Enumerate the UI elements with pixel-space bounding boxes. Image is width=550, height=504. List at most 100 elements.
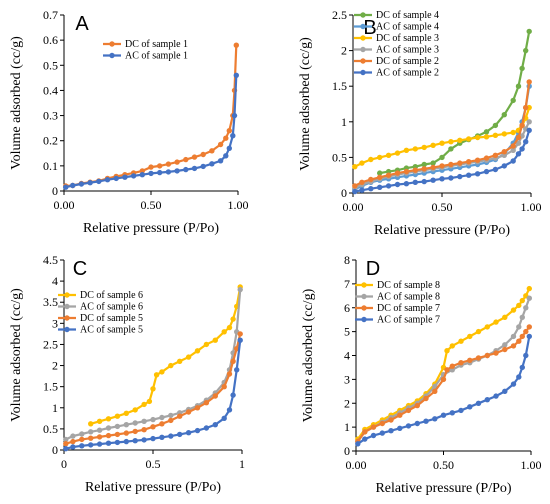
data-point xyxy=(362,436,368,442)
data-point xyxy=(96,441,103,447)
data-point xyxy=(405,407,412,414)
data-point xyxy=(523,352,529,359)
data-point xyxy=(209,161,215,167)
data-point xyxy=(165,169,172,175)
data-point xyxy=(88,442,94,448)
data-point xyxy=(510,343,517,349)
data-point xyxy=(87,180,93,186)
data-point xyxy=(223,135,229,141)
y-tick-label: 0.5 xyxy=(43,422,58,436)
data-point xyxy=(475,355,482,361)
data-point xyxy=(421,166,427,172)
data-point xyxy=(200,151,206,158)
data-point xyxy=(141,418,147,424)
data-point xyxy=(379,420,385,427)
data-point xyxy=(403,168,410,175)
data-point xyxy=(132,407,138,413)
data-point xyxy=(516,374,522,380)
legend-marker xyxy=(109,52,115,59)
data-point xyxy=(526,333,532,340)
y-tick-label: 0.5 xyxy=(43,58,58,72)
data-point xyxy=(113,175,119,182)
data-point xyxy=(421,161,427,168)
y-axis-label: Volume adsorbed (cc/g) xyxy=(9,36,24,170)
data-point xyxy=(139,172,145,178)
data-point xyxy=(493,350,499,356)
y-tick-label: 1.5 xyxy=(43,380,58,394)
data-point xyxy=(168,433,174,439)
data-point xyxy=(492,122,499,129)
y-tick-label: 2 xyxy=(344,396,350,410)
data-point xyxy=(63,446,69,452)
legend-marker xyxy=(360,69,366,76)
data-point xyxy=(70,433,76,439)
data-point xyxy=(502,346,508,353)
data-point xyxy=(448,175,454,181)
x-axis-label: Relative pressure (P/Po) xyxy=(375,481,511,496)
y-tick-label: 0 xyxy=(52,184,58,198)
data-point xyxy=(414,420,420,427)
data-point xyxy=(523,305,529,311)
data-point xyxy=(432,416,438,422)
data-point xyxy=(448,139,454,145)
data-point xyxy=(377,154,383,161)
x-tick-label: 1.00 xyxy=(521,458,542,472)
data-point xyxy=(457,173,463,180)
data-point xyxy=(148,164,154,170)
data-point xyxy=(70,182,76,189)
x-tick-label: 1.00 xyxy=(228,198,249,212)
panel-letter: C xyxy=(73,258,87,280)
data-point xyxy=(159,434,165,440)
data-point xyxy=(484,324,490,330)
data-point xyxy=(370,424,377,430)
legend-label: AC of sample 7 xyxy=(377,315,440,326)
data-point xyxy=(221,384,227,390)
data-point xyxy=(492,132,499,138)
data-point xyxy=(519,146,525,152)
data-point xyxy=(226,371,233,377)
data-point xyxy=(123,410,129,416)
data-point xyxy=(439,163,445,169)
data-point xyxy=(414,402,420,409)
y-tick-label: 4 xyxy=(52,274,58,288)
data-point xyxy=(449,343,455,349)
x-tick-label: 0.5 xyxy=(146,457,161,471)
legend-label: AC of sample 2 xyxy=(376,68,439,79)
panel-A: 0 0.1 0.2 0.3 0.4 0.5 0.6 0.7 0.00 0.50 1.00 Relati… xyxy=(9,8,249,236)
data-point xyxy=(403,181,410,187)
data-point xyxy=(233,42,239,48)
y-tick-label: 2.5 xyxy=(332,8,347,22)
y-tick-label: 0.1 xyxy=(43,159,58,173)
y-axis-label: Volume adsorbed (cc/g) xyxy=(298,37,313,171)
data-point xyxy=(394,150,401,156)
data-point xyxy=(88,435,94,441)
data-point xyxy=(493,393,499,399)
data-point xyxy=(515,151,522,157)
x-tick-label: 1 xyxy=(239,457,245,471)
data-point xyxy=(168,417,174,424)
data-point xyxy=(359,160,365,166)
data-point xyxy=(150,386,156,392)
data-point xyxy=(79,431,85,437)
data-point xyxy=(510,129,516,136)
data-point xyxy=(430,164,436,171)
data-point xyxy=(200,163,206,170)
data-point xyxy=(492,166,499,173)
data-point xyxy=(63,436,69,443)
data-point xyxy=(439,154,445,161)
data-point xyxy=(370,432,377,439)
data-point xyxy=(502,342,508,348)
y-tick-label: 0.4 xyxy=(43,83,58,97)
data-point xyxy=(449,363,455,369)
y-tick-label: 0.7 xyxy=(43,8,58,22)
data-point xyxy=(526,324,532,330)
panel-B: 0 0.5 1 1.5 2 2.5 0.00 0.50 1.00 Relative pressur… xyxy=(298,8,542,238)
data-point xyxy=(397,425,403,431)
data-point xyxy=(484,352,490,359)
x-tick-label: 0.50 xyxy=(433,458,454,472)
data-point xyxy=(501,163,507,169)
data-point xyxy=(217,141,224,148)
data-point xyxy=(231,112,238,119)
data-point xyxy=(141,427,147,433)
legend-label: DC of sample 4 xyxy=(376,10,439,21)
